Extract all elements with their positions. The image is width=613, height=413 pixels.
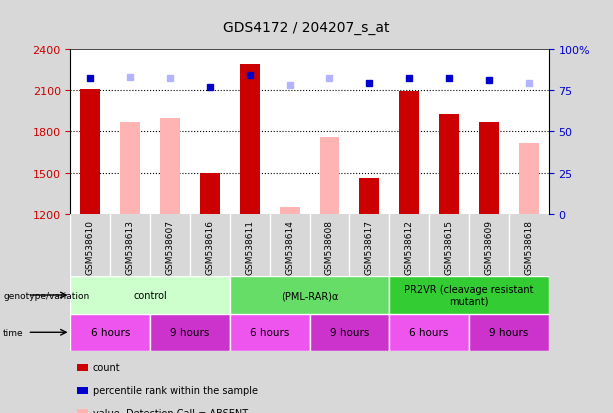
Text: (PML-RAR)α: (PML-RAR)α <box>281 290 338 300</box>
Bar <box>150 314 230 351</box>
Bar <box>519 143 539 215</box>
Text: 6 hours: 6 hours <box>91 328 130 337</box>
Bar <box>469 314 549 351</box>
Text: GSM538612: GSM538612 <box>405 220 414 275</box>
Bar <box>70 314 150 351</box>
Text: GSM538608: GSM538608 <box>325 220 334 275</box>
Bar <box>389 314 469 351</box>
Bar <box>479 123 499 215</box>
Text: value, Detection Call = ABSENT: value, Detection Call = ABSENT <box>93 408 248 413</box>
Text: GSM538609: GSM538609 <box>484 220 493 275</box>
Bar <box>230 277 389 314</box>
Text: GSM538618: GSM538618 <box>524 220 533 275</box>
Text: GSM538615: GSM538615 <box>444 220 454 275</box>
Bar <box>310 314 389 351</box>
Text: control: control <box>133 290 167 300</box>
Bar <box>120 123 140 215</box>
Text: time: time <box>3 328 24 337</box>
Text: GSM538616: GSM538616 <box>205 220 215 275</box>
Bar <box>70 277 230 314</box>
Bar <box>230 314 310 351</box>
Text: GSM538613: GSM538613 <box>126 220 135 275</box>
Text: GSM538611: GSM538611 <box>245 220 254 275</box>
Text: count: count <box>93 363 120 373</box>
Text: GDS4172 / 204207_s_at: GDS4172 / 204207_s_at <box>223 21 390 35</box>
Text: 9 hours: 9 hours <box>170 328 210 337</box>
Bar <box>399 92 419 215</box>
Bar <box>439 115 459 215</box>
Text: 9 hours: 9 hours <box>489 328 528 337</box>
Bar <box>359 179 379 215</box>
Bar <box>319 138 340 215</box>
Bar <box>160 119 180 215</box>
Bar <box>80 90 101 215</box>
Text: 6 hours: 6 hours <box>250 328 289 337</box>
Text: GSM538614: GSM538614 <box>285 220 294 275</box>
Text: GSM538617: GSM538617 <box>365 220 374 275</box>
Text: 6 hours: 6 hours <box>409 328 449 337</box>
Text: percentile rank within the sample: percentile rank within the sample <box>93 385 257 395</box>
Text: genotype/variation: genotype/variation <box>3 291 89 300</box>
Bar <box>200 173 220 215</box>
Text: GSM538610: GSM538610 <box>86 220 95 275</box>
Text: PR2VR (cleavage resistant
mutant): PR2VR (cleavage resistant mutant) <box>404 285 534 306</box>
Bar <box>389 277 549 314</box>
Text: GSM538607: GSM538607 <box>166 220 175 275</box>
Text: 9 hours: 9 hours <box>330 328 369 337</box>
Bar <box>240 65 260 215</box>
Bar <box>280 207 300 215</box>
